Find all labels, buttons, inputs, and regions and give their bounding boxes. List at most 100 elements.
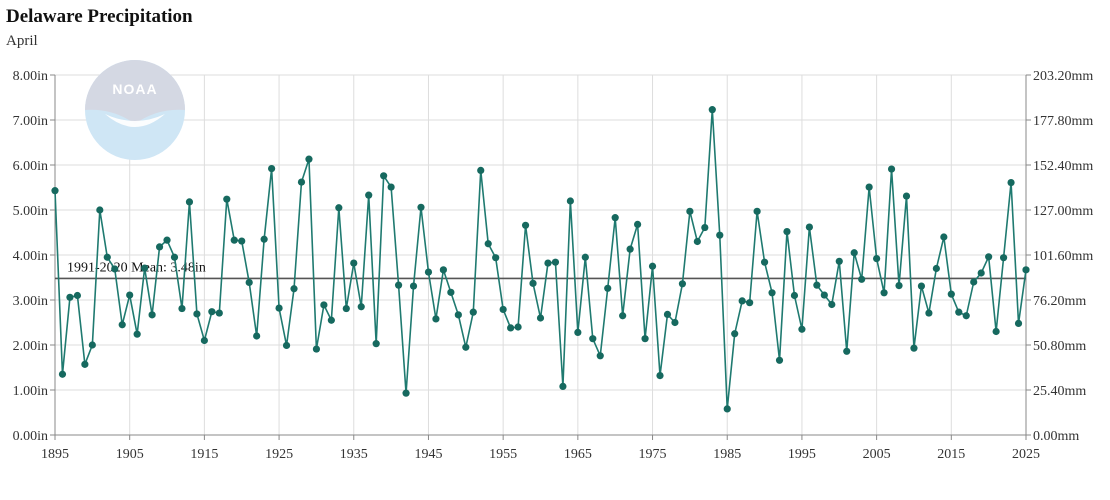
data-point — [327, 316, 335, 324]
data-point — [103, 253, 111, 261]
data-point — [835, 257, 843, 265]
data-point — [253, 332, 261, 340]
x-tick-label: 2025 — [1012, 447, 1040, 462]
x-tick-label: 2015 — [937, 447, 965, 462]
data-point — [708, 106, 716, 114]
data-point — [492, 254, 500, 262]
data-point — [477, 166, 485, 174]
data-point — [858, 275, 866, 283]
data-point — [925, 309, 933, 317]
data-point — [783, 228, 791, 236]
y-tick-label-right: 101.60mm — [1033, 249, 1093, 264]
data-point — [536, 314, 545, 322]
noaa-logo: NOAA — [85, 60, 185, 160]
y-tick-label-right: 50.80mm — [1033, 339, 1086, 354]
x-tick-label: 1945 — [414, 447, 442, 462]
data-point — [678, 280, 687, 288]
chart-title: Delaware Precipitation — [6, 6, 193, 27]
data-point — [402, 389, 410, 397]
data-point — [126, 291, 134, 299]
data-point — [686, 207, 694, 215]
data-point — [462, 343, 470, 351]
x-tick-label: 1995 — [788, 447, 816, 462]
data-point — [1014, 319, 1023, 327]
data-point — [559, 382, 567, 390]
data-point — [238, 237, 246, 245]
data-point — [731, 330, 739, 338]
data-point — [118, 321, 126, 329]
y-tick-label-left: 3.00in — [13, 294, 48, 309]
y-tick-label-right: 177.80mm — [1033, 114, 1093, 129]
logo-top-dome — [85, 60, 185, 124]
data-point — [999, 254, 1008, 262]
y-tick-label-left: 6.00in — [13, 159, 48, 174]
data-point — [200, 336, 208, 345]
data-point — [170, 253, 179, 261]
data-point — [790, 291, 799, 300]
y-tick-label-right: 152.40mm — [1033, 159, 1093, 174]
data-point — [805, 223, 813, 231]
data-point — [775, 356, 784, 364]
data-point — [895, 282, 903, 290]
data-point — [992, 327, 1000, 336]
data-point — [753, 207, 761, 215]
data-point — [850, 249, 858, 257]
data-point — [507, 324, 515, 332]
y-tick-label-right: 76.20mm — [1033, 294, 1086, 309]
x-tick-label: 1975 — [639, 447, 667, 462]
data-point — [521, 221, 530, 229]
data-point — [230, 236, 238, 244]
data-point — [111, 265, 119, 273]
y-tick-label-left: 4.00in — [13, 249, 48, 264]
data-point — [813, 281, 821, 289]
data-point — [865, 183, 873, 191]
data-point — [439, 266, 447, 274]
data-point — [746, 299, 754, 307]
data-point — [290, 285, 298, 293]
data-point — [663, 310, 672, 318]
data-point — [499, 305, 507, 314]
x-tick-label: 1905 — [116, 447, 144, 462]
data-point — [551, 258, 560, 266]
data-point — [544, 259, 552, 267]
data-point — [275, 304, 283, 312]
data-point — [81, 360, 89, 368]
y-tick-label-right: 203.20mm — [1033, 69, 1093, 84]
data-point — [760, 258, 769, 266]
data-point — [566, 197, 574, 205]
y-tick-label-left: 8.00in — [13, 69, 48, 84]
x-tick-label: 1935 — [340, 447, 368, 462]
data-point — [96, 206, 104, 214]
y-tick-label-right: 127.00mm — [1033, 204, 1093, 219]
data-point — [268, 165, 276, 173]
data-point — [305, 155, 313, 163]
data-point — [1007, 178, 1015, 187]
data-point — [1022, 266, 1030, 274]
data-point — [596, 352, 604, 360]
x-tick-label: 1965 — [564, 447, 592, 462]
data-point — [424, 268, 433, 276]
data-point — [581, 253, 589, 261]
data-point — [701, 223, 709, 232]
data-point — [245, 278, 253, 287]
y-tick-label-left: 1.00in — [13, 384, 48, 399]
data-point — [611, 214, 619, 222]
data-point — [260, 235, 268, 243]
data-point — [820, 291, 828, 299]
series-group — [51, 106, 1030, 413]
data-point — [350, 259, 358, 267]
data-point — [738, 297, 746, 305]
x-tick-label: 2005 — [863, 447, 891, 462]
data-point — [312, 345, 321, 353]
mean-label: 1991-2020 Mean: 3.48in — [67, 260, 206, 275]
data-point — [282, 341, 291, 350]
data-point — [604, 284, 612, 292]
data-point — [469, 308, 477, 316]
data-point — [223, 195, 231, 203]
x-tick-label: 1915 — [190, 447, 218, 462]
y-tick-label-left: 5.00in — [13, 204, 48, 219]
y-tick-label-left: 7.00in — [13, 114, 48, 129]
data-point — [843, 347, 851, 355]
data-point — [51, 187, 59, 195]
